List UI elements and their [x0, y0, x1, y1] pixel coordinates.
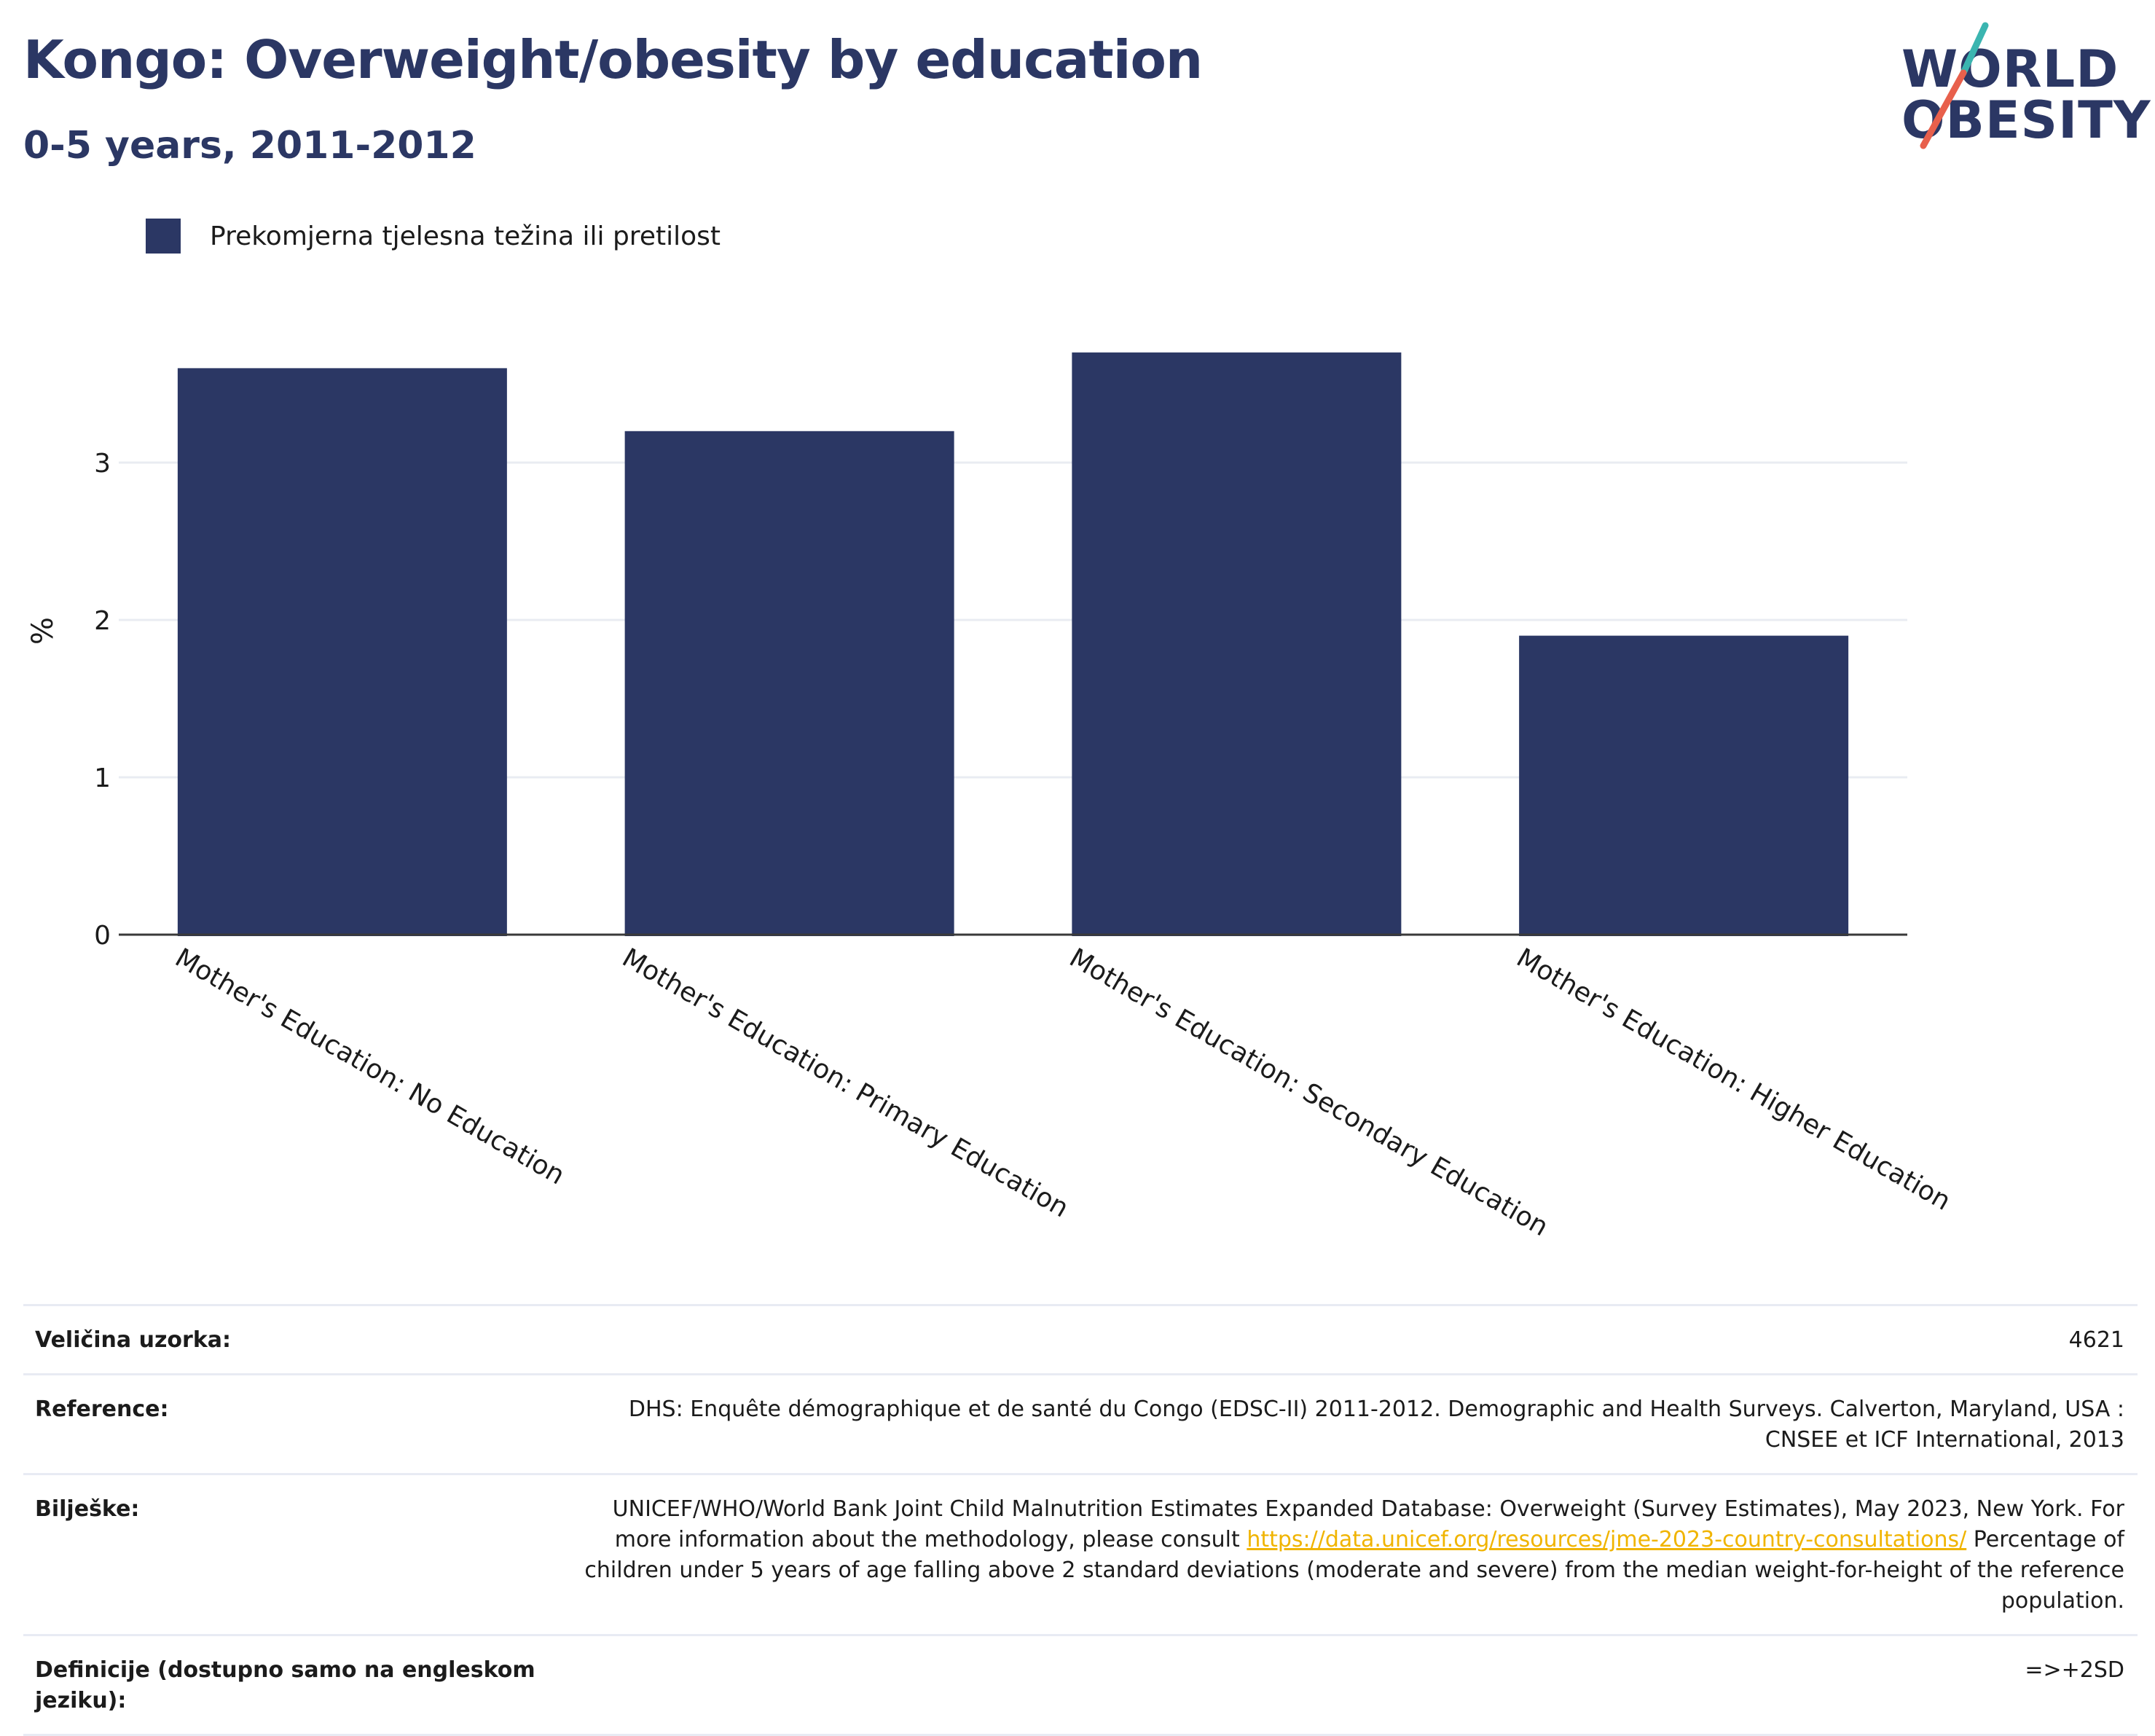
- bar-0[interactable]: [177, 368, 507, 936]
- table-row-definitions: Definicije (dostupno samo na engleskom j…: [23, 1636, 2138, 1736]
- y-tick-label: 2: [94, 606, 111, 636]
- row-value: DHS: Enquête démographique et de santé d…: [628, 1397, 2124, 1453]
- row-value: 4621: [2068, 1327, 2124, 1353]
- metadata-table: Veličina uzorka: 4621 Reference: DHS: En…: [23, 1304, 2138, 1736]
- logo-slash-icon: [1920, 22, 1989, 149]
- chart-title: Kongo: Overweight/obesity by education: [23, 29, 1203, 90]
- legend-label: Prekomjerna tjelesna težina ili pretilos…: [210, 221, 721, 251]
- y-tick-label: 3: [94, 449, 111, 479]
- world-obesity-logo[interactable]: WORLD OBESITY: [1901, 22, 2151, 153]
- bar-1[interactable]: [624, 431, 954, 936]
- logo-word-1: WORLD: [1901, 39, 2119, 99]
- y-axis-title: %: [26, 617, 60, 645]
- legend-swatch: [146, 219, 181, 254]
- table-row-notes: Bilješke: UNICEF/WHO/World Bank Joint Ch…: [23, 1475, 2138, 1636]
- notes-text-before: UNICEF/WHO/World Bank Joint Child Malnut…: [612, 1496, 2124, 1552]
- x-tick-label: Mother's Education: Secondary Education: [1064, 943, 1553, 1242]
- row-value: =>+2SD: [2025, 1657, 2124, 1683]
- bar-3[interactable]: [1519, 635, 1849, 936]
- table-row-reference: Reference: DHS: Enquête démographique et…: [23, 1375, 2138, 1475]
- bar-2[interactable]: [1072, 352, 1402, 936]
- row-label: Reference:: [35, 1397, 169, 1422]
- y-tick-label: 1: [94, 763, 111, 793]
- x-tick-label: Mother's Education: Higher Education: [1512, 943, 1956, 1217]
- logo-word-2: OBESITY: [1901, 90, 2151, 150]
- row-label: Definicije (dostupno samo na engleskom j…: [35, 1657, 535, 1713]
- y-tick-label: 0: [94, 921, 111, 951]
- chart-legend[interactable]: Prekomjerna tjelesna težina ili pretilos…: [146, 217, 721, 255]
- x-tick-label: Mother's Education: No Education: [170, 943, 569, 1190]
- table-row-sample-size: Veličina uzorka: 4621: [23, 1306, 2138, 1375]
- x-tick-label: Mother's Education: Primary Education: [617, 943, 1073, 1223]
- row-label: Bilješke:: [35, 1496, 140, 1522]
- row-label: Veličina uzorka:: [35, 1327, 232, 1353]
- chart-subtitle: 0-5 years, 2011-2012: [23, 124, 476, 168]
- row-value: UNICEF/WHO/World Bank Joint Child Malnut…: [580, 1494, 2124, 1617]
- notes-text-after: Percentage of children under 5 years of …: [584, 1527, 2124, 1614]
- methodology-link[interactable]: https://data.unicef.org/resources/jme-20…: [1247, 1527, 1967, 1552]
